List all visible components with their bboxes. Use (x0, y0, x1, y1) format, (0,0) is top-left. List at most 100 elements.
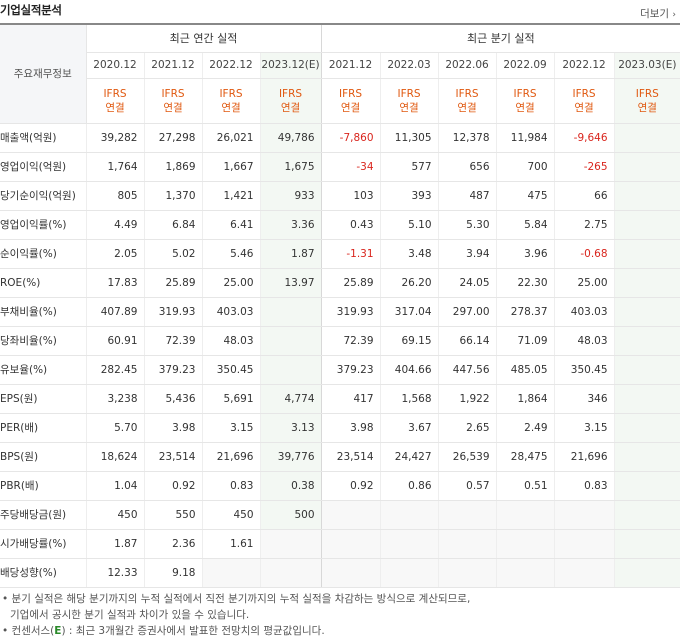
row-label: 매출액(억원) (0, 122, 86, 153)
row-header-label: 주요재무정보 (0, 23, 87, 124)
table-cell: 4.49 (85, 210, 144, 240)
ifrs-consolidated-label: 연결 (340, 101, 361, 114)
table-cell: 450 (85, 499, 144, 530)
period-header: 2022.03 (379, 52, 439, 79)
table-row: 유보율(%) 282.45 379.23 350.45 379.23 404.66 447.… (0, 355, 680, 385)
ifrs-standard-label: IFRS (572, 87, 596, 100)
table-cell: 25.89 (320, 268, 381, 298)
table-cell: 319.93 (320, 296, 381, 327)
ifrs-standard-label: IFRS (338, 87, 363, 100)
table-cell: 0.83 (553, 471, 615, 501)
table-cell: 805 (85, 181, 144, 211)
quarter-group-header: 최근 분기 실적 (320, 23, 680, 53)
ifrs-standard-label: IFRS (455, 87, 479, 100)
ifrs-header: IFRS 연결 (613, 78, 680, 124)
table-cell: 72.39 (143, 326, 202, 356)
table-cell: 66 (553, 181, 615, 211)
table-cell: 6.41 (201, 210, 260, 240)
table-cell: 3.36 (259, 210, 322, 240)
table-cell (613, 558, 680, 588)
consensus-e-mark: E (54, 625, 62, 637)
period-header: 2022.12 (553, 52, 615, 79)
table-cell (379, 499, 439, 530)
table-cell (259, 296, 322, 327)
table-row: PBR(배) 1.04 0.92 0.83 0.38 0.92 0.86 0.57 0.51 0.… (0, 471, 680, 501)
period-header: 2022.09 (495, 52, 555, 79)
table-cell: 417 (320, 383, 381, 414)
ifrs-header: IFRS 연결 (201, 78, 260, 124)
table-cell: 1.87 (259, 239, 322, 269)
table-cell (613, 471, 680, 501)
table-cell: 0.57 (437, 471, 497, 501)
table-cell (613, 529, 680, 559)
table-cell: 1,869 (143, 152, 202, 182)
row-label: 영업이익(억원) (0, 152, 86, 182)
more-link[interactable]: 더보기 › (640, 6, 676, 21)
table-cell: 1,764 (85, 152, 144, 182)
ifrs-row: IFRS 연결 IFRS 연결 IFRS 연결 IFRS 연결 IFRS 연결 IFRS 연결 IFRS… (0, 78, 680, 124)
table-cell: 319.93 (143, 296, 202, 327)
ifrs-consolidated-label: 연결 (280, 101, 301, 114)
table-cell: 13.97 (259, 268, 322, 298)
ifrs-standard-label: IFRS (278, 87, 303, 100)
ifrs-header: IFRS 연결 (495, 78, 555, 124)
table-cell: 2.65 (437, 413, 497, 443)
ifrs-consolidated-label: 연결 (637, 101, 657, 114)
table-cell (437, 499, 497, 530)
table-cell: 0.92 (320, 471, 381, 501)
table-cell: 1,922 (437, 383, 497, 414)
table-cell (613, 210, 680, 240)
table-cell: 5.84 (495, 210, 555, 240)
table-cell (259, 326, 322, 356)
period-header: 2020.12 (85, 52, 144, 79)
row-label: BPS(원) (0, 442, 86, 472)
table-row: EPS(원) 3,238 5,436 5,691 4,774 417 1,568 1,922 1… (0, 383, 680, 414)
table-cell: 27,298 (143, 122, 202, 153)
table-cell: 21,696 (201, 442, 260, 472)
table-cell: 0.38 (259, 471, 322, 501)
period-header: 2022.12 (201, 52, 260, 79)
footnote-consensus: • 컨센서스(E) : 최근 3개월간 증권사에서 발표한 전망치의 평균값입니… (2, 623, 470, 639)
table-cell (613, 355, 680, 385)
table-cell: 11,305 (379, 122, 439, 153)
table-cell: 12,378 (437, 122, 497, 153)
table-cell: -1.31 (320, 239, 381, 269)
table-cell (613, 383, 680, 414)
table-cell: 1,667 (201, 152, 260, 182)
row-label: PBR(배) (0, 471, 86, 501)
table-cell: 24,427 (379, 442, 439, 472)
table-row: 부채비율(%) 407.89 319.93 403.03 319.93 317.04 297… (0, 296, 680, 327)
table-cell: 700 (495, 152, 555, 182)
table-cell: 3.48 (379, 239, 439, 269)
table-cell: 656 (437, 152, 497, 182)
ifrs-standard-label: IFRS (635, 87, 659, 100)
ifrs-header: IFRS 연결 (85, 78, 144, 124)
table-cell: 577 (379, 152, 439, 182)
period-header: 2022.06 (437, 52, 497, 79)
table-cell: 69.15 (379, 326, 439, 356)
table-cell: 25.00 (201, 268, 260, 298)
table-cell: 4,774 (259, 383, 322, 414)
table-cell (613, 181, 680, 211)
row-label: 당좌비율(%) (0, 326, 86, 356)
table-row: 영업이익률(%) 4.49 6.84 6.41 3.36 0.43 5.10 5.30 5.84… (0, 210, 680, 240)
table-cell (613, 442, 680, 472)
row-label: 영업이익률(%) (0, 210, 86, 240)
group-header-row: 주요재무정보 최근 연간 실적 최근 분기 실적 (0, 23, 680, 124)
table-cell: 24.05 (437, 268, 497, 298)
table-row: ROE(%) 17.83 25.89 25.00 13.97 25.89 26.20 24.0… (0, 268, 680, 298)
table-cell: 379.23 (143, 355, 202, 385)
row-label: 배당성향(%) (0, 558, 86, 588)
table-cell: 39,282 (85, 122, 144, 153)
period-header: 2021.12 (320, 52, 381, 79)
table-row: PER(배) 5.70 3.98 3.15 3.13 3.98 3.67 2.65 2.49 3.… (0, 413, 680, 443)
table-cell (613, 499, 680, 530)
table-cell: 48.03 (553, 326, 615, 356)
row-label: 시가배당률(%) (0, 529, 86, 559)
table-cell: 403.03 (201, 296, 260, 327)
table-cell (320, 499, 381, 530)
table-cell: 3.98 (143, 413, 202, 443)
chevron-right-icon: › (672, 10, 676, 20)
period-row: 2020.12 2021.12 2022.12 2023.12(E) 2021.12 20… (0, 52, 680, 79)
table-row: 당기순이익(억원) 805 1,370 1,421 933 103 393 487 475 66 (0, 181, 680, 211)
